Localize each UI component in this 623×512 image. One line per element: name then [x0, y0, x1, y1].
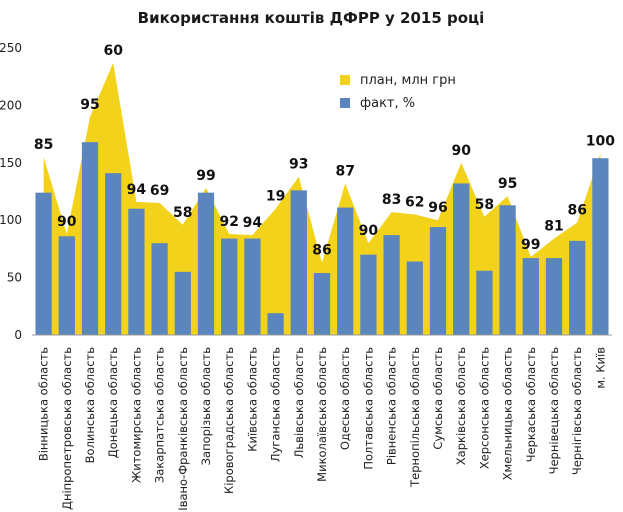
- data-label: 90: [359, 223, 379, 239]
- data-label: 92: [219, 214, 238, 230]
- x-tick-label: Київська область: [245, 347, 259, 452]
- fact-bar: [545, 258, 563, 335]
- data-label: 100: [586, 134, 615, 150]
- data-label: 58: [475, 197, 494, 213]
- x-tick-label: м. Київ: [593, 347, 607, 389]
- data-label: 94: [127, 182, 147, 198]
- fact-bar: [174, 271, 191, 335]
- data-label: 62: [405, 194, 424, 210]
- fact-bars-layer: [35, 142, 609, 335]
- x-tick-label: Кіровоградська область: [222, 347, 236, 494]
- x-tick-label: Херсонська область: [477, 347, 491, 469]
- x-tick-label: Луганська область: [269, 347, 283, 462]
- fact-bar: [476, 270, 493, 335]
- legend-label-fact: факт, %: [360, 96, 415, 111]
- data-label: 60: [103, 43, 123, 59]
- x-tick-label: Черкаська область: [524, 347, 538, 463]
- fact-bar: [290, 190, 307, 335]
- fact-bar: [337, 207, 354, 335]
- data-label: 86: [567, 202, 586, 218]
- fact-bar: [522, 258, 539, 335]
- fact-bar: [58, 236, 75, 335]
- x-tick-label: Сумська область: [431, 347, 445, 450]
- y-tick-label: 50: [7, 271, 22, 285]
- x-tick-label: Донецька область: [106, 347, 120, 458]
- data-label: 99: [196, 168, 215, 184]
- fact-bar: [197, 192, 215, 335]
- y-tick-label: 250: [0, 41, 22, 55]
- fact-bar: [81, 142, 99, 335]
- x-tick-label: Рівненська область: [385, 347, 399, 465]
- fact-bar: [383, 235, 400, 335]
- fact-bar: [151, 243, 168, 335]
- data-label: 81: [544, 219, 563, 235]
- x-tick-label: Івано-Франківська область: [176, 347, 190, 511]
- data-label: 58: [173, 205, 192, 221]
- chart-title: Використання коштів ДФРР у 2015 році: [138, 9, 485, 27]
- y-tick-label: 200: [0, 98, 22, 112]
- x-tick-label: Полтавська область: [361, 347, 375, 470]
- data-label: 90: [57, 214, 77, 230]
- fact-bar: [221, 238, 238, 335]
- x-tick-label: Вінницька область: [37, 347, 51, 461]
- x-tick-label: Одеська область: [338, 347, 352, 450]
- data-label: 95: [498, 176, 517, 192]
- data-label: 86: [312, 243, 331, 259]
- fact-bar: [499, 205, 516, 335]
- x-tick-label: Запорізька область: [199, 347, 213, 466]
- x-tick-label: Хмельницька область: [501, 347, 515, 481]
- fact-bar: [313, 273, 331, 335]
- x-tick-label: Чернігівська область: [570, 347, 584, 475]
- fact-bar: [267, 313, 284, 335]
- y-tick-label: 150: [0, 156, 22, 170]
- data-label: 87: [335, 163, 354, 179]
- data-label: 83: [382, 192, 401, 208]
- data-label: 96: [428, 200, 447, 216]
- x-tick-label: Дніпропетровська область: [60, 347, 74, 510]
- x-tick-label: Миколаївська область: [315, 347, 329, 482]
- x-tick-label: Закарпатська область: [153, 347, 167, 483]
- data-label: 95: [80, 97, 99, 113]
- fact-bar: [105, 173, 122, 335]
- data-label: 94: [243, 215, 263, 231]
- x-tick-label: Харківська область: [454, 347, 468, 465]
- legend-swatch-plan: [340, 75, 350, 85]
- fact-bar: [569, 240, 586, 335]
- y-tick-label: 100: [0, 213, 22, 227]
- fact-bar: [592, 158, 609, 335]
- fact-bar: [128, 208, 145, 335]
- data-label: 93: [289, 157, 308, 173]
- fact-bar: [244, 238, 261, 335]
- fact-bar: [360, 254, 377, 335]
- x-tick-label: Житомирська область: [129, 347, 143, 483]
- legend-swatch-fact: [340, 98, 350, 108]
- fact-bar: [429, 227, 447, 335]
- legend-label-plan: план, млн грн: [360, 73, 456, 88]
- x-tick-label: Львівська область: [292, 347, 306, 458]
- x-tick-label: Волинська область: [83, 347, 97, 464]
- fact-bar: [35, 192, 52, 335]
- data-label: 69: [150, 183, 169, 199]
- x-tick-label: Тернопільська область: [408, 347, 422, 488]
- fact-bar: [406, 261, 423, 335]
- data-label: 90: [451, 143, 471, 159]
- fact-bar: [453, 183, 470, 335]
- data-label: 99: [521, 237, 540, 253]
- y-tick-label: 0: [14, 328, 22, 342]
- data-label: 85: [34, 137, 53, 153]
- axes-layer: 0 50 100 150 200 250 Вінницька область Дніпропе…: [0, 41, 612, 511]
- legend: план, млн грн факт, %: [340, 73, 456, 111]
- x-tick-label: Чернівецька область: [547, 347, 561, 475]
- data-label: 19: [266, 189, 285, 205]
